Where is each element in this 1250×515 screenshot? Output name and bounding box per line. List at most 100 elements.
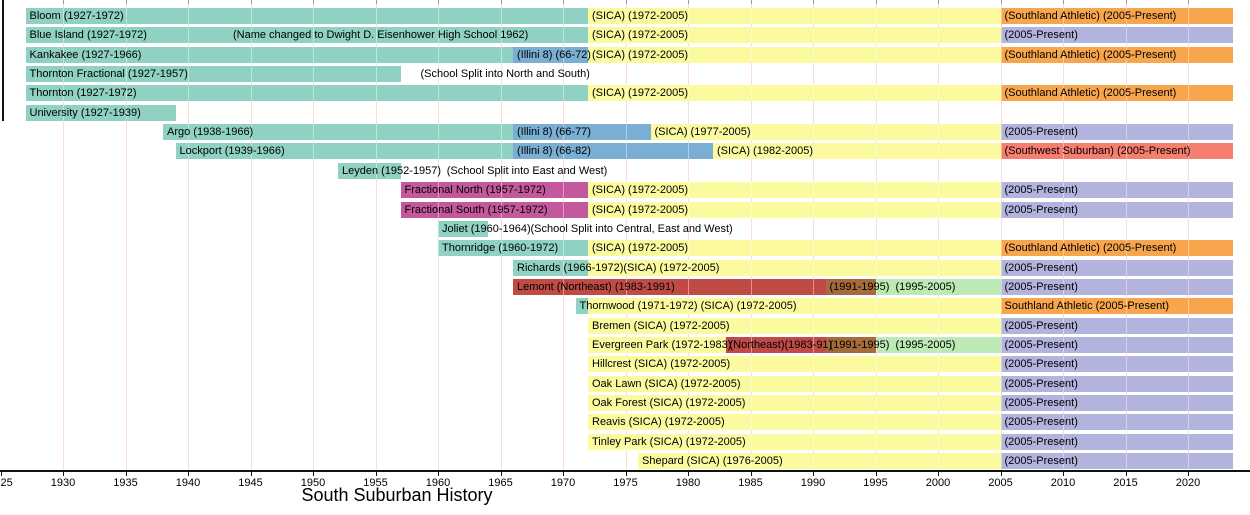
- axis-tick: [63, 470, 64, 476]
- bar-segment-label: (1991-1995): [829, 280, 890, 293]
- bar-segment-label: Thornton (1927-1972): [29, 87, 137, 100]
- bar-segment: [588, 27, 1001, 44]
- bar-segment-label: (2005-Present): [1004, 416, 1078, 429]
- bar-segment: [1000, 201, 1233, 218]
- bar-segment: [588, 375, 1001, 392]
- bar-segment: [25, 66, 401, 83]
- bar-segment: [1000, 182, 1233, 199]
- gridline: [1063, 4, 1064, 470]
- axis-tick-label: 1935: [113, 476, 138, 489]
- top-tick: [938, 0, 939, 4]
- axis-tick: [438, 470, 439, 476]
- y-axis-spine: [2, 0, 4, 121]
- bar-segment: [1000, 336, 1233, 353]
- bar-segment: [588, 317, 1001, 334]
- bar-segment-label: (Illini 8) (66-72): [517, 48, 591, 61]
- row-note: (School Split into North and South): [420, 68, 590, 81]
- bar-segment: [638, 453, 1001, 470]
- gridline-overlay: [1125, 4, 1127, 470]
- axis-tick: [563, 470, 564, 476]
- axis-tick: [813, 470, 814, 476]
- gridline-overlay: [438, 4, 439, 470]
- bar-segment: [588, 46, 1001, 63]
- bar-segment-label: (2005-Present): [1004, 358, 1078, 371]
- bar-segment-label: (Southland Athletic) (2005-Present): [1004, 242, 1177, 255]
- bar-segment: [438, 220, 488, 237]
- bar-segment: [1000, 414, 1233, 431]
- bar-segment: [588, 8, 1001, 24]
- bar-segment-label: (2005-Present): [1004, 203, 1078, 216]
- bar-segment-label: Thornridge (1960-1972): [442, 242, 559, 255]
- bar-segment: [825, 278, 876, 295]
- axis-tick-label: 2015: [1113, 476, 1138, 489]
- bar-segment: [1000, 8, 1233, 24]
- x-axis-line: [0, 470, 1250, 472]
- top-tick: [438, 0, 439, 4]
- axis-tick-label: 1950: [300, 476, 326, 489]
- bar-segment: [25, 85, 588, 102]
- gridline: [625, 4, 627, 470]
- axis-tick-label: 1955: [363, 476, 388, 489]
- axis-tick-label: 1925: [0, 476, 13, 489]
- top-tick: [375, 0, 377, 4]
- axis-tick: [188, 470, 189, 476]
- axis-tick: [250, 470, 252, 476]
- axis-tick-label: 2020: [1175, 476, 1201, 489]
- bar-segment: [875, 278, 1001, 295]
- bar-segment: [588, 336, 726, 353]
- gridline: [1125, 4, 1127, 470]
- bar-segment: [588, 85, 1001, 102]
- bar-segment-label: (SICA) (1977-2005): [654, 126, 751, 139]
- axis-tick: [1188, 470, 1189, 476]
- gridline-overlay: [375, 4, 377, 470]
- axis-tick: [313, 470, 314, 476]
- bar-segment: [575, 298, 588, 315]
- gridline-overlay: [1188, 4, 1189, 470]
- axis-tick-label: 1975: [613, 476, 638, 489]
- bar-segment-label: (1995-2005): [895, 280, 956, 293]
- bar-segment-label: (Southland Athletic) (2005-Present): [1004, 48, 1177, 61]
- bar-segment: [163, 124, 513, 141]
- gridline-overlay: [63, 4, 64, 470]
- axis-tick: [500, 470, 502, 476]
- bar-segment: [1000, 85, 1233, 102]
- gridline: [1000, 4, 1002, 470]
- gridline-overlay: [188, 4, 189, 470]
- bar-segment-label: (2005-Present): [1004, 126, 1078, 139]
- bar-segment-label: (2005-Present): [1004, 377, 1078, 390]
- axis-tick-label: 1985: [738, 476, 763, 489]
- gridline-overlay: [313, 4, 314, 470]
- axis-tick: [125, 470, 127, 476]
- bar-segment: [25, 104, 176, 121]
- row-note: (School Split into East and West): [446, 164, 608, 177]
- axis-tick-label: 1970: [550, 476, 576, 489]
- gridline-overlay: [750, 4, 752, 470]
- bar-segment-label: Richards (1966-1972)(SICA) (1972-2005): [517, 261, 720, 274]
- gridline-overlay: [563, 4, 564, 470]
- bar-segment: [713, 143, 1001, 160]
- bar-segment-label: (2005-Present): [1004, 29, 1078, 42]
- bar-segment: [25, 46, 513, 63]
- axis-tick: [625, 470, 627, 476]
- bar-segment-label: (SICA) (1972-2005): [592, 87, 688, 100]
- bar-segment-label: Oak Lawn (SICA) (1972-2005): [592, 377, 741, 390]
- top-tick: [63, 0, 64, 4]
- bar-segment: [588, 182, 1001, 199]
- bar-segment: [1000, 46, 1233, 63]
- gridline: [1188, 4, 1189, 470]
- top-tick: [750, 0, 752, 4]
- bar-segment-label: Leyden (1952-1957): [342, 164, 442, 177]
- top-tick: [563, 0, 564, 4]
- axis-tick: [1063, 470, 1064, 476]
- gridline-overlay: [1000, 4, 1002, 470]
- bar-segment: [1000, 143, 1233, 160]
- bar-segment-label: (Southland Athletic) (2005-Present): [1004, 10, 1177, 22]
- bar-segment: [588, 395, 1001, 411]
- bar-segment: [1000, 317, 1233, 334]
- bar-segment: [25, 27, 588, 44]
- bar-segment-label: (SICA) (1972-2005): [592, 29, 688, 42]
- bar-segment-label: Hillcrest (SICA) (1972-2005): [592, 358, 731, 371]
- bar-segment-label: Kankakee (1927-1966): [29, 48, 142, 61]
- bar-segment: [1000, 453, 1233, 470]
